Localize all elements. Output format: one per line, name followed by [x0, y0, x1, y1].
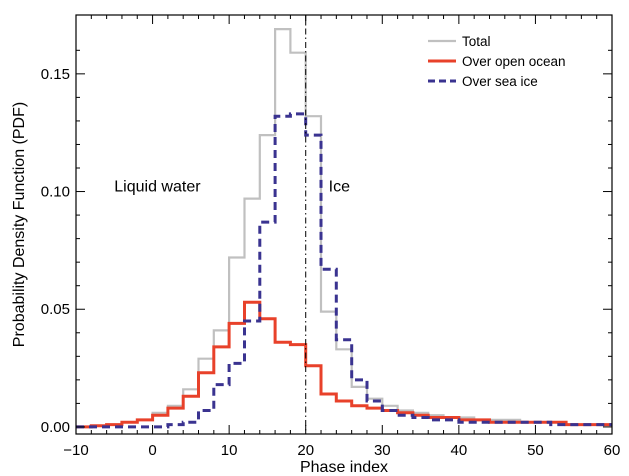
- x-tick-label: 0: [148, 442, 156, 459]
- x-tick-label: 30: [374, 442, 391, 459]
- y-tick-label: 0.05: [41, 301, 70, 318]
- y-axis-title: Probability Density Function (PDF): [11, 102, 28, 347]
- x-tick-label: 40: [451, 442, 468, 459]
- series-line-over-sea-ice: [76, 112, 612, 429]
- y-tick-label: 0.00: [41, 419, 70, 436]
- x-tick-label: 50: [527, 442, 544, 459]
- series-lines: [76, 28, 612, 429]
- x-tick-label: −10: [63, 442, 88, 459]
- x-tick-label: 10: [221, 442, 238, 459]
- y-tick-label: 0.15: [41, 66, 70, 83]
- y-tick-labels: 0.00 0.05 0.10 0.15: [41, 66, 70, 436]
- legend-label-total: Total: [462, 34, 491, 49]
- ice-annotation: Ice: [329, 179, 350, 196]
- x-axis-title: Phase index: [300, 459, 388, 476]
- legend-label-open-ocean: Over open ocean: [462, 54, 566, 69]
- legend-label-sea-ice: Over sea ice: [462, 74, 538, 89]
- x-tick-label: 20: [297, 442, 314, 459]
- x-tick-labels: −10 0 10 20 30 40 50 60: [63, 442, 620, 459]
- plot-frame: [75, 14, 613, 435]
- y-tick-label: 0.10: [41, 184, 70, 201]
- series-line-over-open-ocean: [76, 300, 612, 429]
- axis-ticks: [75, 15, 613, 434]
- liquid-water-annotation: Liquid water: [114, 179, 201, 196]
- x-tick-label: 60: [604, 442, 621, 459]
- legend: Total Over open ocean Over sea ice: [428, 34, 566, 89]
